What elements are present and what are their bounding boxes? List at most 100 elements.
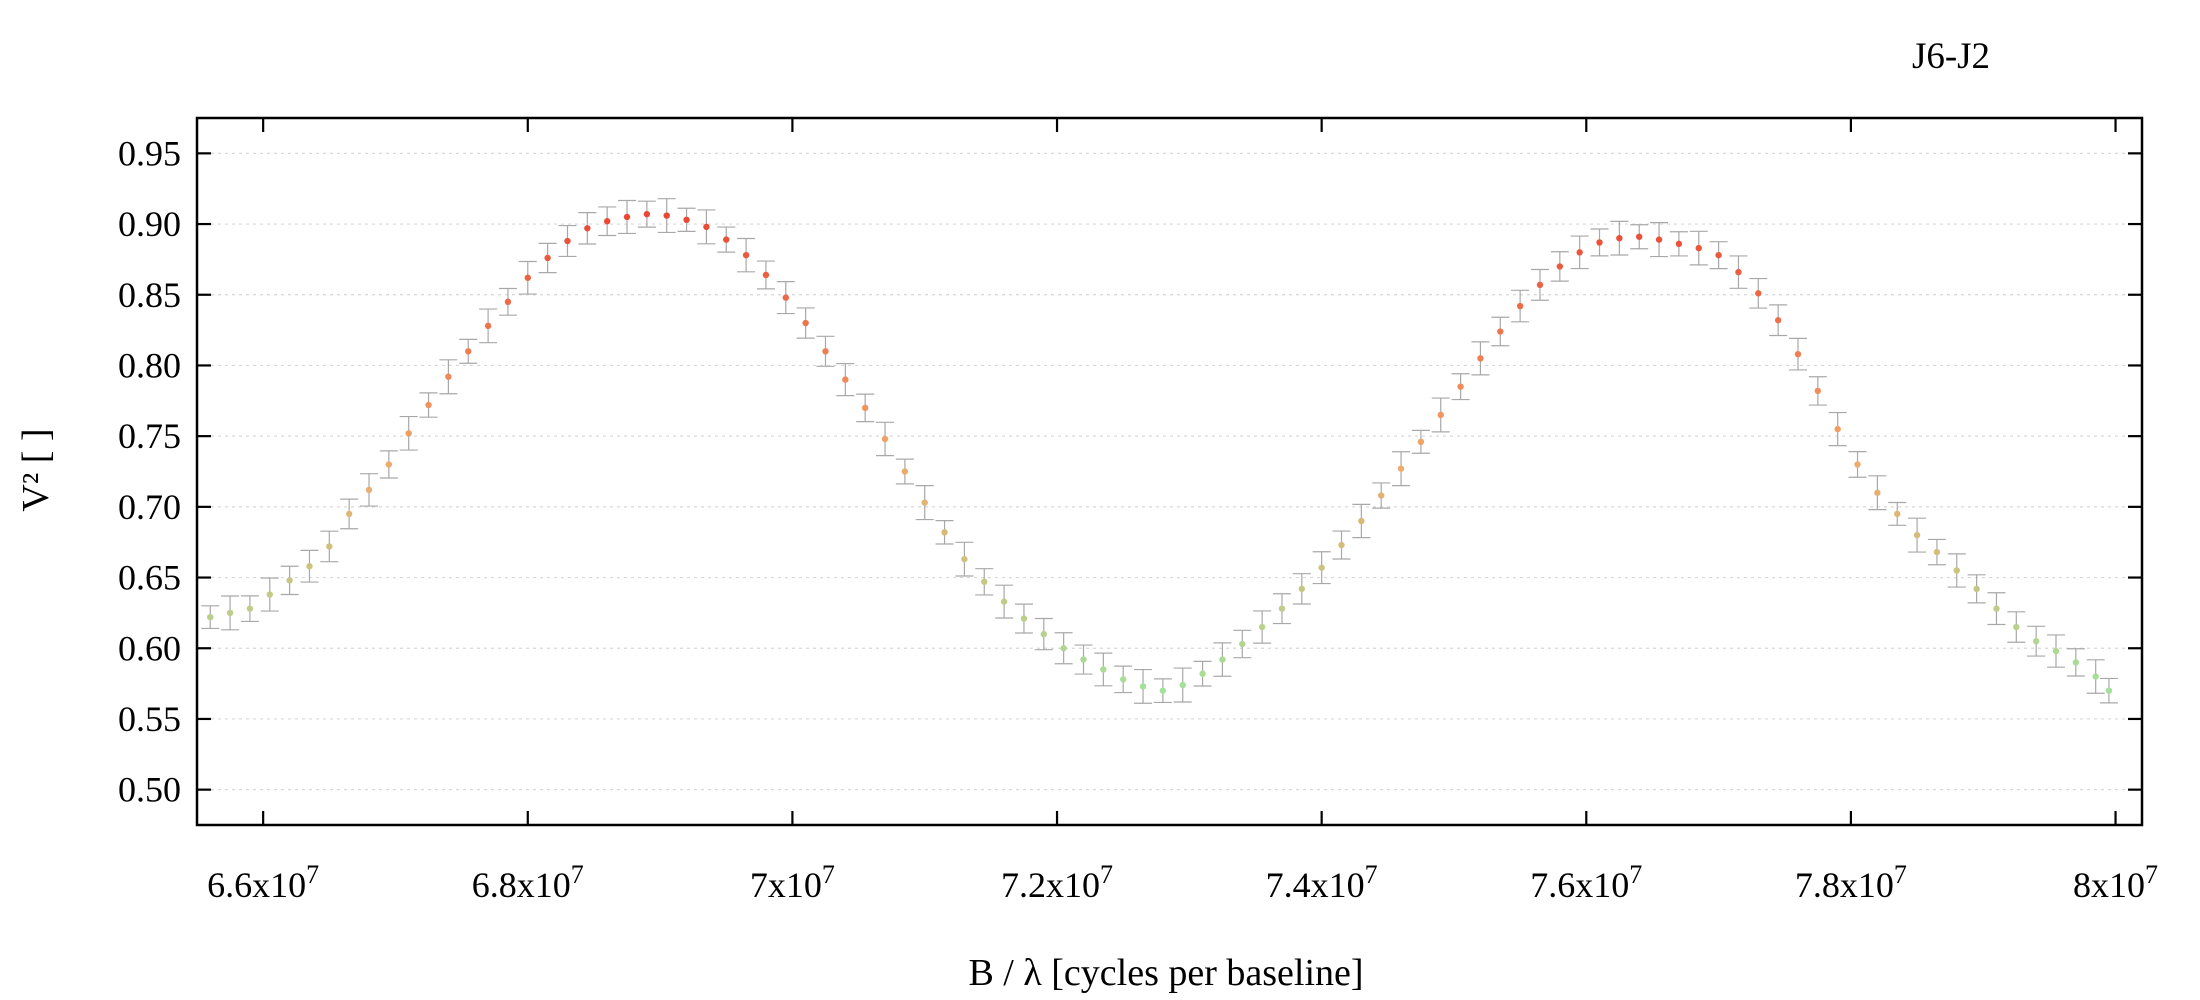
- data-point: [1417, 438, 1425, 446]
- x-tick-label: 7.2x107: [1001, 860, 1113, 905]
- x-tick-label: 7.6x107: [1530, 860, 1642, 905]
- data-point: [1576, 249, 1583, 256]
- data-point: [723, 236, 730, 243]
- data-point: [1755, 290, 1762, 297]
- data-point: [524, 274, 531, 281]
- data-point: [286, 577, 293, 584]
- data-point: [822, 348, 829, 355]
- data-point: [643, 210, 651, 218]
- data-point: [207, 613, 214, 621]
- data-point: [1040, 630, 1048, 638]
- data-point: [1397, 465, 1405, 472]
- data-point: [1199, 670, 1206, 677]
- data-point: [1874, 489, 1881, 496]
- data-point: [1735, 268, 1742, 276]
- data-point: [1219, 656, 1226, 663]
- data-point: [1993, 605, 2000, 612]
- data-point: [1774, 317, 1782, 324]
- data-point: [802, 319, 809, 327]
- data-point: [1794, 350, 1802, 358]
- data-point: [1616, 234, 1623, 242]
- x-tick-label: 7.8x107: [1795, 860, 1907, 905]
- data-point: [246, 605, 254, 612]
- data-point: [683, 216, 690, 224]
- data-point: [623, 213, 631, 221]
- data-point: [445, 373, 452, 380]
- data-point: [941, 529, 948, 536]
- data-point: [1020, 615, 1028, 622]
- data-point: [425, 401, 432, 409]
- data-point: [1318, 564, 1325, 571]
- data-point: [1596, 239, 1603, 246]
- data-point: [1239, 640, 1246, 648]
- data-point: [1675, 240, 1683, 248]
- data-point: [703, 223, 710, 231]
- x-tick-label: 7x107: [750, 860, 835, 905]
- data-point: [1080, 656, 1087, 663]
- data-point: [1894, 510, 1901, 518]
- y-tick-label: 0.65: [118, 558, 181, 598]
- y-axis-label: V² [ ]: [15, 428, 57, 511]
- data-point: [1298, 585, 1306, 593]
- data-point: [544, 254, 551, 262]
- data-point: [1457, 383, 1464, 390]
- data-point: [345, 510, 353, 518]
- data-point: [2092, 673, 2099, 680]
- data-point: [663, 212, 670, 219]
- data-point: [1814, 387, 1822, 395]
- data-point: [1358, 517, 1365, 525]
- data-point: [1119, 676, 1127, 683]
- data-point: [306, 563, 313, 570]
- y-tick-label: 0.60: [118, 628, 181, 668]
- gridlines: [197, 152, 2142, 791]
- y-tick-label: 0.85: [118, 275, 181, 315]
- y-tick-label: 0.55: [118, 699, 181, 739]
- error-bars: [201, 198, 2118, 704]
- data-point: [921, 499, 928, 506]
- data-point: [1636, 233, 1643, 240]
- data-point: [2052, 647, 2060, 655]
- data-point: [1179, 681, 1186, 689]
- x-tick-label: 8x107: [2073, 860, 2158, 905]
- data-point: [861, 404, 869, 412]
- data-point: [2072, 659, 2080, 666]
- data-point: [1516, 302, 1524, 310]
- data-point: [1060, 645, 1067, 652]
- x-tick-label: 7.4x107: [1266, 860, 1378, 905]
- data-point: [405, 430, 412, 437]
- data-point: [881, 435, 889, 443]
- y-tick-label: 0.75: [118, 416, 181, 456]
- data-point: [762, 271, 770, 279]
- data-point: [842, 376, 849, 383]
- data-point: [365, 486, 373, 494]
- data-point: [484, 322, 492, 330]
- y-axis-ticks: 0.50 0.55 0.60 0.65 0.70 0.75 0.80 0.85 0.90 0.95: [118, 133, 2142, 810]
- data-point: [961, 555, 968, 563]
- data-point: [1536, 281, 1544, 289]
- data-point: [1437, 411, 1444, 419]
- x-axis-ticks: 6.6x107 6.8x107 7x107 7.2x107 7.4x107 7.6x107…: [207, 118, 2158, 905]
- data-point: [564, 237, 571, 245]
- data-point: [1139, 683, 1147, 690]
- data-point: [2013, 623, 2020, 631]
- data-point: [742, 251, 750, 259]
- y-tick-label: 0.50: [118, 770, 181, 810]
- data-point: [603, 218, 611, 225]
- chart-title: J6-J2: [1912, 36, 1990, 77]
- data-point: [1834, 425, 1841, 433]
- data-point: [1159, 687, 1167, 694]
- data-point: [1655, 236, 1663, 243]
- data-point: [1695, 244, 1702, 252]
- data-point: [1477, 355, 1484, 362]
- data-point: [226, 609, 234, 617]
- data-point: [981, 578, 988, 585]
- data-point: [1000, 598, 1008, 605]
- data-point: [1556, 263, 1564, 270]
- y-tick-label: 0.70: [118, 487, 181, 527]
- data-point: [504, 298, 512, 306]
- data-point: [266, 591, 273, 598]
- data-point: [326, 543, 333, 550]
- data-point: [1497, 328, 1504, 335]
- y-tick-label: 0.95: [118, 133, 181, 173]
- data-point: [1100, 666, 1107, 673]
